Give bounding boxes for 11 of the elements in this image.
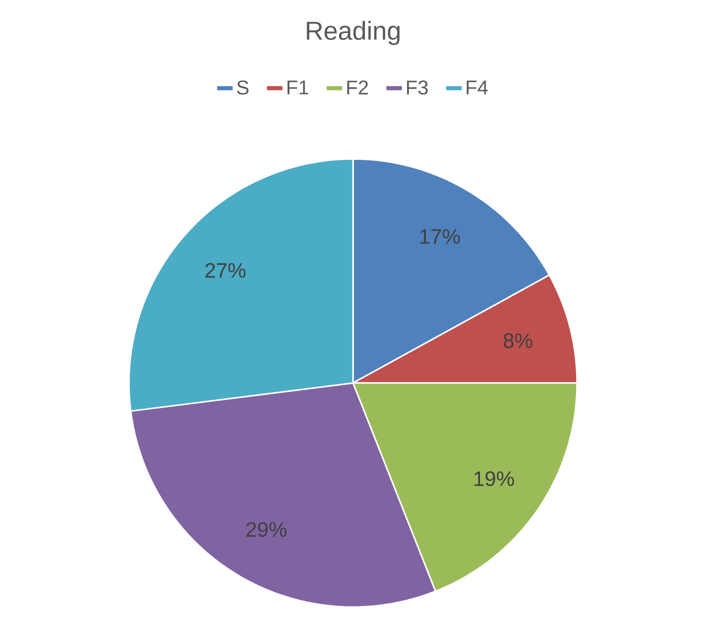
data-label: 27% (205, 263, 246, 278)
data-label: 29% (246, 522, 287, 537)
data-label: 17% (420, 229, 460, 244)
legend-label: S (237, 80, 249, 95)
chart-title: Reading (306, 20, 400, 46)
legend-label: F2 (347, 80, 368, 94)
legend-label: F3 (407, 80, 428, 95)
data-label: 19% (474, 471, 514, 486)
data-label: 8% (504, 333, 532, 348)
legend-label: F1 (288, 80, 308, 94)
legend-label: F4 (466, 80, 488, 94)
